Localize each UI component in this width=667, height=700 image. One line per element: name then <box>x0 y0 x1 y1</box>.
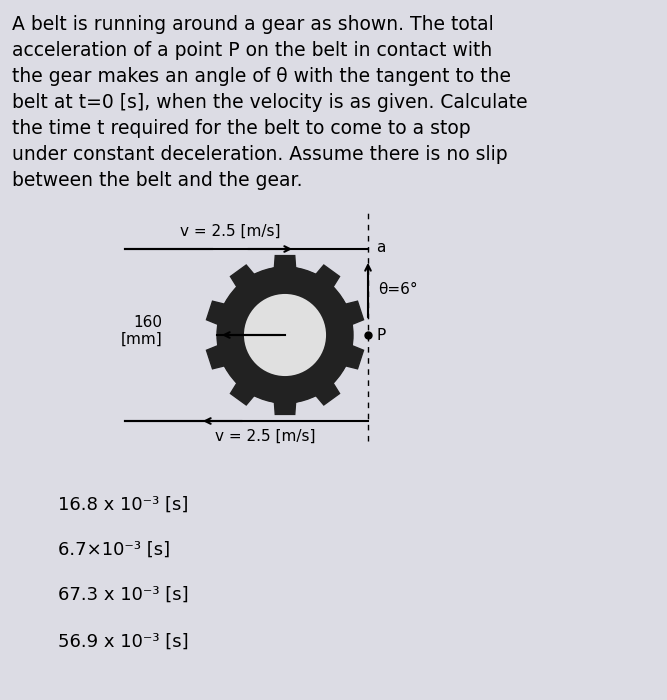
Text: 67.3 x 10⁻³ [s]: 67.3 x 10⁻³ [s] <box>58 586 189 604</box>
Text: the time t required for the belt to come to a stop: the time t required for the belt to come… <box>12 119 471 138</box>
Text: 56.9 x 10⁻³ [s]: 56.9 x 10⁻³ [s] <box>58 633 189 651</box>
Text: under constant deceleration. Assume there is no slip: under constant deceleration. Assume ther… <box>12 145 508 164</box>
Text: a: a <box>376 240 386 255</box>
Text: θ=6°: θ=6° <box>378 283 418 298</box>
Text: A belt is running around a gear as shown. The total: A belt is running around a gear as shown… <box>12 15 494 34</box>
Text: the gear makes an angle of θ with the tangent to the: the gear makes an angle of θ with the ta… <box>12 67 511 86</box>
Text: belt at t=0 [s], when the velocity is as given. Calculate: belt at t=0 [s], when the velocity is as… <box>12 93 528 112</box>
Text: 6.7×10⁻³ [s]: 6.7×10⁻³ [s] <box>58 541 170 559</box>
Text: v = 2.5 [m/s]: v = 2.5 [m/s] <box>179 224 280 239</box>
Text: P: P <box>376 328 386 342</box>
Polygon shape <box>207 256 364 414</box>
Text: v = 2.5 [m/s]: v = 2.5 [m/s] <box>215 429 315 444</box>
Circle shape <box>217 267 353 403</box>
Text: 16.8 x 10⁻³ [s]: 16.8 x 10⁻³ [s] <box>58 496 188 514</box>
Circle shape <box>245 295 325 375</box>
Text: 160
[mm]: 160 [mm] <box>120 315 162 347</box>
Text: between the belt and the gear.: between the belt and the gear. <box>12 171 303 190</box>
Text: acceleration of a point P on the belt in contact with: acceleration of a point P on the belt in… <box>12 41 492 60</box>
